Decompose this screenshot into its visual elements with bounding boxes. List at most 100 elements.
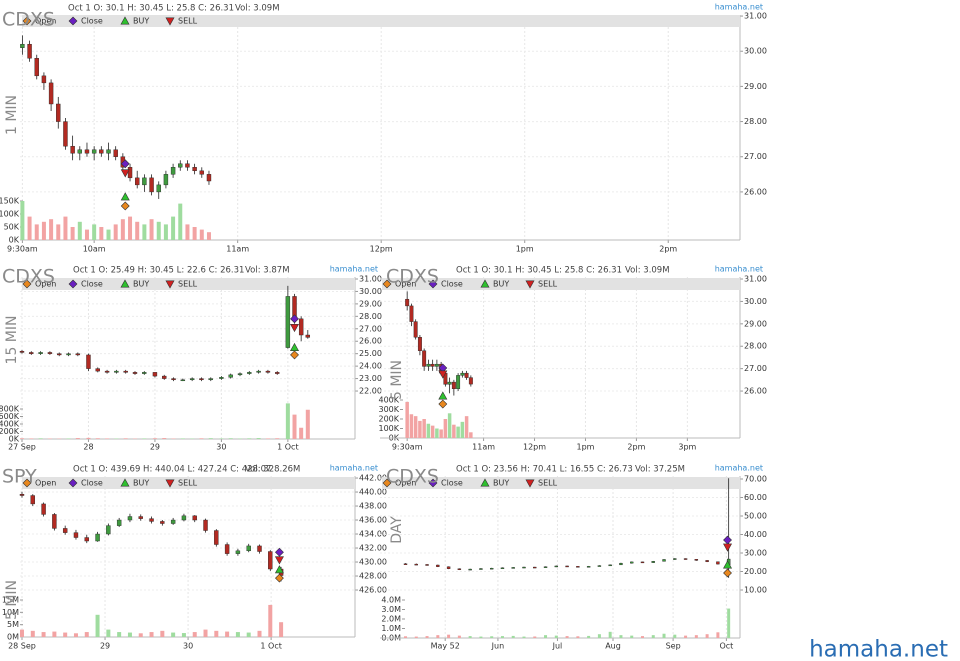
candle-body <box>41 75 47 84</box>
candle-body <box>208 378 213 381</box>
volume-bar <box>66 438 71 439</box>
volume-bar <box>192 632 197 637</box>
candle-body <box>57 353 62 356</box>
candle-body <box>170 519 176 524</box>
trade-marker <box>275 573 284 583</box>
brand: hamaha.net <box>715 3 763 12</box>
y-tick-label: 30.00 <box>359 287 382 296</box>
volume-bar <box>219 438 224 439</box>
legend-swatch <box>480 279 490 288</box>
candle-body <box>422 350 427 367</box>
candle-body <box>123 370 128 373</box>
volume-bar <box>127 632 132 637</box>
volume-bar <box>684 635 688 638</box>
y-tick-label: 50.00 <box>744 512 767 521</box>
volume-bar <box>199 438 204 439</box>
volume-bar <box>422 419 426 438</box>
volume-bar <box>84 229 89 240</box>
candle-body <box>84 149 90 154</box>
candle-body <box>694 559 699 561</box>
legend-label: Open <box>395 280 416 289</box>
candle-body <box>619 562 623 566</box>
legend-label: BUY <box>133 280 149 289</box>
legend-label: Close <box>81 17 103 26</box>
candle-body <box>298 318 304 336</box>
candle-body <box>413 321 418 338</box>
legend-swatch <box>120 279 130 288</box>
candle-body <box>48 82 54 105</box>
trade-marker <box>120 159 130 169</box>
volume-bar <box>544 635 548 638</box>
volume-bar <box>123 438 128 439</box>
candle-body <box>170 167 176 175</box>
legend-swatch <box>68 16 78 26</box>
y-tick-label: 26.00 <box>359 337 382 346</box>
x-tick-label: 1pm <box>576 443 594 452</box>
candle-body <box>192 167 197 172</box>
candle-body <box>554 565 559 568</box>
footer-brand: hamaha.net <box>809 637 948 661</box>
candle-body <box>456 375 461 390</box>
candle-body <box>430 363 435 367</box>
volume-tick-label: 3.0M <box>381 605 401 614</box>
trade-marker <box>120 192 130 201</box>
volume-bar <box>694 635 698 638</box>
candle-body <box>29 352 34 354</box>
volume-bar <box>443 419 448 438</box>
candle-body <box>403 563 408 565</box>
x-tick-label: 12pm <box>370 245 393 254</box>
y-tick-label: 31.00 <box>744 12 767 21</box>
volume-bar <box>63 216 68 240</box>
y-tick-label: 25.00 <box>359 349 382 358</box>
y-tick-label: 27.00 <box>359 324 382 333</box>
volume-tick-label: 100K <box>378 424 399 433</box>
candle-body <box>84 537 89 542</box>
y-tick-label: 26.00 <box>744 387 767 396</box>
candle-body <box>460 372 465 376</box>
candle-body <box>651 561 655 563</box>
candle-body <box>138 516 143 519</box>
volume-bar <box>727 608 731 638</box>
ticker: SPY <box>2 466 37 488</box>
candle-body <box>135 177 140 186</box>
volume-bar <box>587 635 591 638</box>
brand: hamaha.net <box>715 265 763 274</box>
volume-bar <box>70 227 75 240</box>
x-tick-label: Jul <box>552 642 563 651</box>
legend-label: Open <box>395 479 416 488</box>
x-tick-label: Oct <box>719 642 733 651</box>
y-tick-label: 10.00 <box>744 586 767 595</box>
candle-body <box>106 149 111 154</box>
volume-tick-label: 0K <box>9 236 20 245</box>
candle-body <box>114 370 119 373</box>
candle-body <box>149 518 154 522</box>
candle-body <box>576 566 580 568</box>
legend-swatch <box>428 478 438 488</box>
candle-body <box>219 377 224 379</box>
candle-body <box>305 334 311 338</box>
volume-bar <box>235 632 240 637</box>
volume-bar <box>619 635 623 638</box>
timeframe: 15 MIN <box>4 316 20 365</box>
volume-bar <box>149 219 154 240</box>
volume-tick-label: 0K <box>9 435 20 444</box>
y-tick-label: 20.00 <box>744 567 767 576</box>
candle-body <box>86 354 91 369</box>
volume-bar <box>52 631 57 637</box>
legend-label: BUY <box>133 17 149 26</box>
candle-body <box>34 58 39 77</box>
candle-body <box>19 350 25 353</box>
volume-bar <box>500 636 504 638</box>
legend-bar <box>22 278 355 290</box>
y-tick-label: 28.00 <box>359 312 382 321</box>
ticker: CDXS <box>386 266 439 288</box>
candle-body <box>116 519 122 526</box>
candle-body <box>104 370 110 373</box>
y-tick-label: 27.00 <box>744 152 767 161</box>
legend-label: BUY <box>493 479 509 488</box>
volume-bar <box>128 216 133 240</box>
x-tick-label: 9:30am <box>392 443 423 452</box>
x-tick-label: 2pm <box>659 245 677 254</box>
legend-swatch <box>22 16 32 26</box>
volume-tick-label: 200K <box>0 427 20 436</box>
